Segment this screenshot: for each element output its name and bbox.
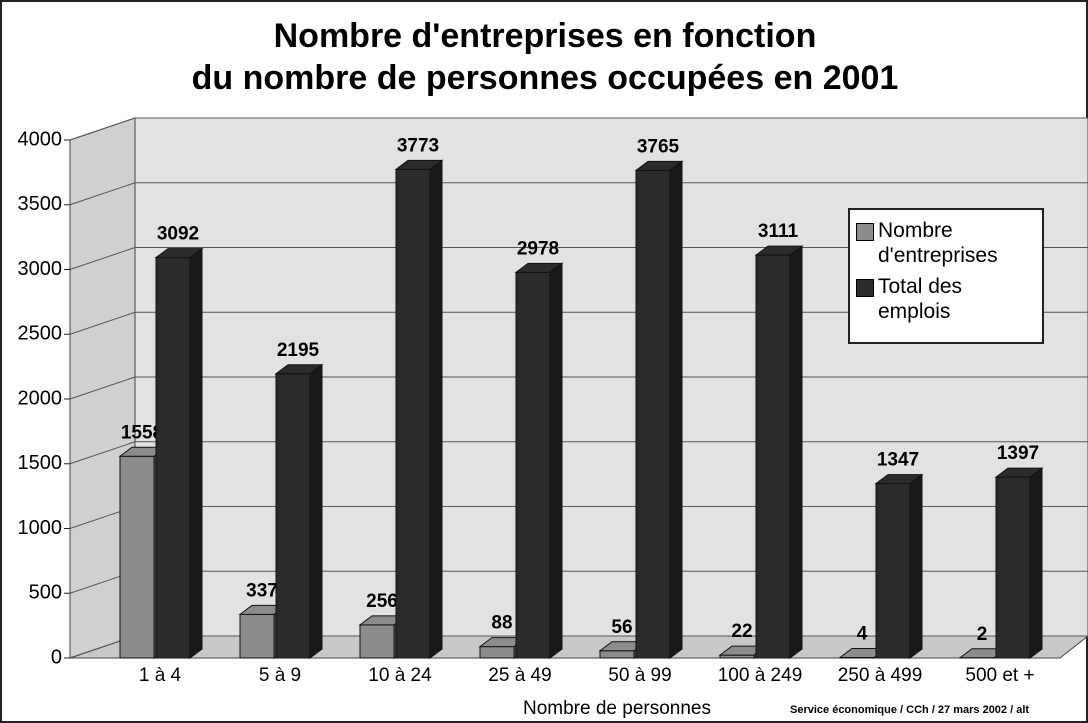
bar-side xyxy=(550,263,562,658)
floor xyxy=(70,636,1088,658)
bar-side xyxy=(310,365,322,658)
bar-side xyxy=(790,246,802,658)
bar-group xyxy=(876,475,922,658)
data-label: 1397 xyxy=(997,443,1039,464)
bar xyxy=(516,272,550,658)
bar xyxy=(480,647,514,658)
data-label: 1347 xyxy=(877,450,919,471)
y-tick-label: 3500 xyxy=(18,193,63,215)
bar-group xyxy=(156,249,202,658)
data-label: 3773 xyxy=(397,135,439,156)
data-label: 3111 xyxy=(758,221,799,242)
x-tick-label: 10 à 24 xyxy=(368,665,432,686)
x-tick-label: 1 à 4 xyxy=(139,665,182,686)
bar-side xyxy=(190,249,202,658)
legend: Nombre d'entreprises Total des emplois xyxy=(848,208,1044,344)
bar xyxy=(120,456,154,658)
bar-group xyxy=(396,160,442,658)
page: Nombre d'entreprises en fonction du nomb… xyxy=(0,0,1088,723)
x-axis-label: Nombre de personnes xyxy=(523,698,711,719)
y-tick-label: 500 xyxy=(29,582,62,604)
bar-side xyxy=(430,160,442,658)
bar-group xyxy=(516,263,562,658)
legend-swatch xyxy=(856,223,874,241)
source: Service économique / CCh / 27 mars 2002 … xyxy=(790,704,1029,716)
data-label: 4 xyxy=(857,623,868,644)
data-label: 2978 xyxy=(517,238,559,259)
data-label: 56 xyxy=(611,617,632,638)
bar-side xyxy=(910,475,922,658)
y-tick-label: 3000 xyxy=(18,258,63,280)
y-tick-label: 4000 xyxy=(18,128,63,150)
x-tick-label: 250 à 499 xyxy=(838,665,923,686)
bar xyxy=(636,170,670,658)
bar-group xyxy=(276,365,322,658)
legend-label: Nombre d'entreprises xyxy=(878,218,1036,268)
bar xyxy=(396,169,430,658)
x-tick-label: 100 à 249 xyxy=(718,665,803,686)
data-label: 3092 xyxy=(157,224,199,245)
y-tick-label: 1500 xyxy=(18,452,63,474)
data-label: 88 xyxy=(491,613,512,634)
bar xyxy=(876,484,910,658)
bar xyxy=(240,614,274,658)
legend-label: Total des emplois xyxy=(878,274,1036,324)
data-label: 337 xyxy=(246,580,278,601)
chart: Nombre d'entreprises en fonction du nomb… xyxy=(0,0,1088,723)
legend-swatch xyxy=(856,279,874,297)
x-tick-label: 25 à 49 xyxy=(488,665,551,686)
data-label: 256 xyxy=(366,591,398,612)
bar xyxy=(360,625,394,658)
chart-title: Nombre d'entreprises en fonction xyxy=(274,17,817,55)
bar xyxy=(156,258,190,658)
chart-title: du nombre de personnes occupées en 2001 xyxy=(192,59,899,97)
bar xyxy=(756,255,790,658)
data-label: 22 xyxy=(731,621,752,642)
data-label: 2 xyxy=(977,624,988,645)
data-label: 2195 xyxy=(277,340,320,361)
x-tick-label: 50 à 99 xyxy=(608,665,671,686)
bar-group xyxy=(996,468,1042,658)
x-tick-label: 500 et + xyxy=(965,665,1034,686)
bar xyxy=(996,477,1030,658)
y-tick-label: 2500 xyxy=(18,323,63,345)
legend-item: Nombre d'entreprises xyxy=(856,218,1036,268)
bar-group xyxy=(756,246,802,658)
y-tick-label: 2000 xyxy=(18,387,63,409)
legend-item: Total des emplois xyxy=(856,274,1036,324)
bar-side xyxy=(670,161,682,658)
bar-group xyxy=(636,161,682,658)
y-tick-label: 0 xyxy=(51,646,62,668)
x-tick-label: 5 à 9 xyxy=(259,665,301,686)
bar xyxy=(600,651,634,658)
bar xyxy=(276,374,310,658)
data-label: 3765 xyxy=(637,136,680,157)
y-tick-label: 1000 xyxy=(18,517,63,539)
bar-side xyxy=(1030,468,1042,658)
